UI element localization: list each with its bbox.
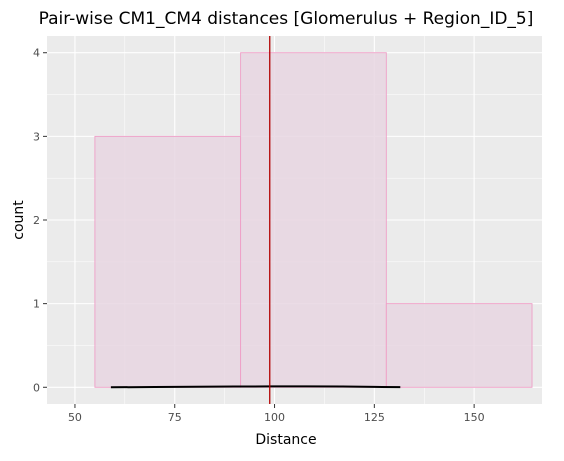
x-axis-ticks: 50 75 100 125 150: [68, 404, 485, 424]
y-tick-label: 3: [33, 130, 40, 143]
histogram-bar: [241, 53, 387, 388]
y-tick-label: 4: [33, 47, 40, 60]
density-curve-layer: [111, 386, 400, 387]
chart-title: Pair-wise CM1_CM4 distances [Glomerulus …: [39, 9, 534, 29]
y-axis-label: count: [11, 200, 27, 240]
y-axis-ticks: 0 1 2 3 4: [33, 47, 47, 395]
x-tick-label: 150: [464, 411, 485, 424]
x-tick-label: 50: [68, 411, 82, 424]
x-axis-label: Distance: [255, 432, 316, 448]
x-tick-label: 125: [364, 411, 385, 424]
y-tick-label: 0: [33, 381, 40, 394]
x-tick-label: 100: [264, 411, 285, 424]
density-curve: [111, 386, 400, 387]
x-tick-label: 75: [168, 411, 182, 424]
y-tick-label: 2: [33, 214, 40, 227]
y-tick-label: 1: [33, 298, 40, 311]
histogram-bar: [95, 136, 241, 387]
histogram-bar: [386, 304, 532, 388]
